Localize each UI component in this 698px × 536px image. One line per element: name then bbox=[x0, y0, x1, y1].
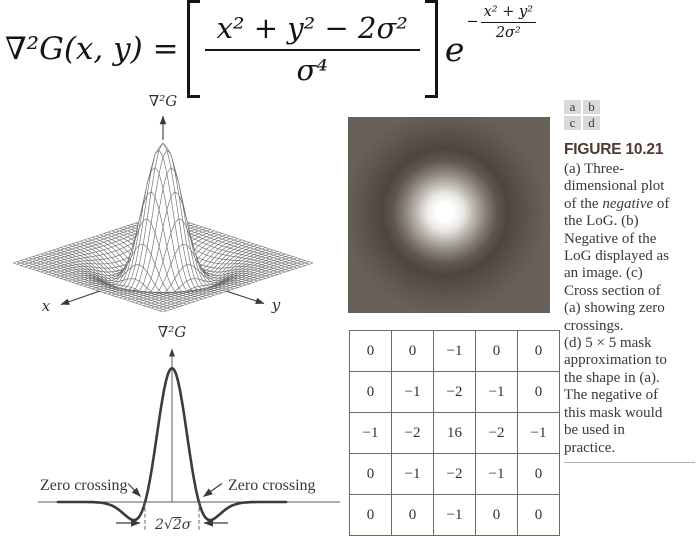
mask-cell: 0 bbox=[517, 453, 560, 495]
zero-crossing-label-left: Zero crossing bbox=[40, 477, 128, 494]
equation-fraction: x² + y² − 2σ² σ⁴ bbox=[204, 11, 420, 87]
log-equation: ∇²G(x, y) = x² + y² − 2σ² σ⁴ e − x² + y²… bbox=[5, 0, 536, 98]
figure-heading: FIGURE 10.21 bbox=[564, 141, 664, 158]
mask-cell: 0 bbox=[517, 494, 560, 536]
fraction-bar bbox=[204, 49, 420, 51]
zero-crossing-label-right: Zero crossing bbox=[228, 477, 316, 494]
caption-part2: of the LoG. (b) Negative of the LoG disp… bbox=[564, 195, 670, 456]
mask-cell: −2 bbox=[391, 412, 434, 454]
mask-cell: 0 bbox=[475, 494, 518, 536]
exponent-minus-sign: − bbox=[466, 14, 479, 30]
log-image bbox=[348, 117, 550, 313]
log-mask-table: 0 0 −1 0 0 0 −1 −2 −1 0 −1 −2 16 −2 −1 0 −1 −2 −1 0 0 0 −1 0 0 bbox=[349, 330, 560, 536]
mask-cell: −1 bbox=[433, 330, 476, 372]
mask-table: 0 0 −1 0 0 0 −1 −2 −1 0 −1 −2 16 −2 −1 0 −1 −2 −1 0 0 0 −1 0 0 bbox=[349, 330, 560, 536]
mask-cell: 0 bbox=[517, 330, 560, 372]
log-cross-section-curve bbox=[56, 366, 288, 522]
mask-cell: 0 bbox=[349, 371, 392, 413]
mask-cell: 0 bbox=[391, 330, 434, 372]
mask-cell: −1 bbox=[391, 371, 434, 413]
exponent-denominator: 2σ² bbox=[495, 24, 521, 41]
mask-cell: 0 bbox=[349, 330, 392, 372]
left-zero-arrow bbox=[127, 483, 141, 497]
key-cell-b: b bbox=[583, 100, 600, 114]
y-axis-arrow bbox=[225, 290, 265, 305]
mask-cell: 16 bbox=[433, 412, 476, 454]
mask-row: −1 −2 16 −2 −1 bbox=[349, 412, 560, 454]
left-bracket bbox=[186, 0, 200, 98]
fraction-numerator: x² + y² − 2σ² bbox=[216, 11, 408, 45]
fraction-denominator: σ⁴ bbox=[296, 53, 328, 87]
mask-cell: −1 bbox=[517, 412, 560, 454]
mask-cell: −1 bbox=[475, 371, 518, 413]
mask-row: 0 −1 −2 −1 0 bbox=[349, 453, 560, 495]
mask-cell: −1 bbox=[391, 453, 434, 495]
mask-cell: −2 bbox=[433, 371, 476, 413]
log-cross-section-plot: ∇²G Zero crossing Zero crossing 2√2σ bbox=[38, 323, 340, 533]
exponent-fraction: x² + y² 2σ² bbox=[480, 3, 536, 41]
mask-row: 0 −1 −2 −1 0 bbox=[349, 371, 560, 413]
mask-cell: −2 bbox=[475, 412, 518, 454]
exponent-numerator: x² + y² bbox=[483, 3, 533, 20]
cross-section-axis-label: ∇²G bbox=[158, 323, 186, 341]
mesh-surface bbox=[12, 142, 314, 313]
mask-cell: 0 bbox=[517, 371, 560, 413]
mask-cell: −1 bbox=[433, 494, 476, 536]
key-cell-a: a bbox=[564, 100, 581, 114]
mask-row: 0 0 −1 0 0 bbox=[349, 330, 560, 372]
subfigure-layout-key: a b c d bbox=[564, 100, 600, 130]
exponent: − x² + y² 2σ² bbox=[466, 4, 536, 41]
caption-italic-word: negative bbox=[602, 195, 654, 212]
mask-row: 0 0 −1 0 0 bbox=[349, 494, 560, 536]
width-label: 2√2σ bbox=[154, 517, 192, 533]
x-axis-arrow bbox=[60, 290, 101, 306]
right-zero-arrow bbox=[203, 483, 223, 497]
log-3d-plot: ∇²G x y bbox=[12, 92, 314, 315]
exponent-fraction-bar bbox=[480, 21, 536, 23]
key-cell-c: c bbox=[564, 116, 581, 130]
mask-cell: −1 bbox=[349, 412, 392, 454]
equation-lhs: ∇²G(x, y) = bbox=[5, 31, 179, 67]
figure-caption-text: (a) Three- dimensional plot of the negat… bbox=[564, 161, 698, 457]
z-axis-label: ∇²G bbox=[149, 92, 177, 110]
x-axis-label: x bbox=[42, 297, 51, 315]
mask-cell: 0 bbox=[349, 494, 392, 536]
key-cell-d: d bbox=[583, 116, 600, 130]
figure-caption: FIGURE 10.21 (a) Three- dimensional plot… bbox=[564, 141, 698, 463]
right-bracket bbox=[424, 0, 438, 98]
caption-rule bbox=[564, 461, 695, 463]
y-axis-label: y bbox=[271, 296, 281, 314]
caption-part1: (a) Three- dimensional plot of the bbox=[564, 161, 665, 212]
mask-cell: 0 bbox=[349, 453, 392, 495]
mask-cell: −1 bbox=[475, 453, 518, 495]
exponential-base: e bbox=[444, 29, 465, 69]
mask-cell: 0 bbox=[391, 494, 434, 536]
mask-cell: −2 bbox=[433, 453, 476, 495]
mask-cell: 0 bbox=[475, 330, 518, 372]
